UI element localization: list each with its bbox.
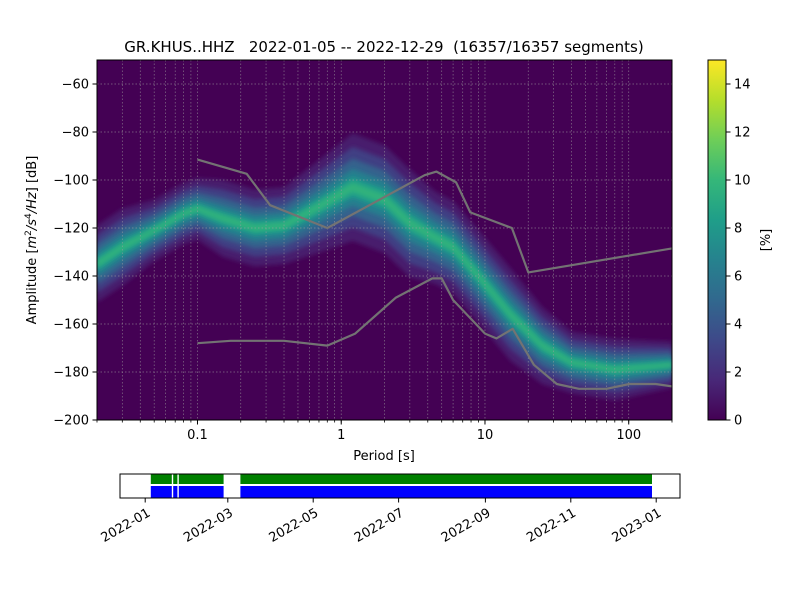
noise-model-low-curve <box>197 277 672 390</box>
timeline-tick-label: 2022-01 <box>99 506 154 546</box>
noise-model-high-curve <box>197 158 672 274</box>
used-segment <box>173 474 178 484</box>
used-segment <box>178 474 224 484</box>
y-tick-label: −140 <box>53 270 89 285</box>
colorbar-tick-label: 8 <box>734 222 742 237</box>
colorbar-gradient <box>707 59 727 421</box>
colorbar-tick-label: 2 <box>734 366 742 381</box>
y-tick-label: −160 <box>53 318 89 333</box>
colorbar-tick-label: 14 <box>734 78 751 93</box>
y-tick-label: −200 <box>53 414 89 429</box>
colorbar-tick-label: 10 <box>734 174 751 189</box>
colorbar-tick-label: 6 <box>734 270 742 285</box>
psd-heatmap: 0.1 1 10 100 −60 −80 −100 −120 −140 −160 −180 −200 <box>53 59 673 443</box>
x-tick-label: 10 <box>477 428 494 443</box>
x-tick-label: 1 <box>337 428 345 443</box>
chart-title: GR.KHUS..HHZ 2022-01-05 -- 2022-12-29 (1… <box>124 38 643 56</box>
timeline-tick-label: 2022-09 <box>439 506 494 546</box>
timeline-tick-label: 2022-03 <box>181 506 236 546</box>
coverage-segment <box>173 486 178 498</box>
y-tick-label: −120 <box>53 222 89 237</box>
y-tick-label: −100 <box>53 174 89 189</box>
y-axis-label: Amplitude [m2/s4/Hz] [dB] <box>24 156 40 325</box>
x-tick-label: 100 <box>616 428 641 443</box>
y-tick-label: −80 <box>62 126 89 141</box>
timeline-frame <box>119 473 681 499</box>
colorbar-tick-label: 12 <box>734 126 751 141</box>
timeline-tick-label: 2022-07 <box>352 506 407 546</box>
x-axis-label: Period [s] <box>353 449 415 464</box>
colorbar-tick-label: 4 <box>734 318 742 333</box>
coverage-segment <box>178 486 224 498</box>
x-tick-label: 0.1 <box>187 428 208 443</box>
used-segment <box>150 474 172 484</box>
colorbar-tick-label: 0 <box>734 414 742 429</box>
y-tick-label: −60 <box>62 78 89 93</box>
coverage-segment <box>150 486 172 498</box>
data-coverage-timeline: 2022-01 2022-03 2022-05 2022-07 2022-09 2022-… <box>99 473 681 546</box>
y-tick-label: −180 <box>53 366 89 381</box>
used-segment <box>240 474 652 484</box>
timeline-tick-label: 2022-11 <box>524 506 579 546</box>
timeline-tick-label: 2023-01 <box>610 506 665 546</box>
colorbar: 0 2 4 6 8 10 12 14 [%] <box>707 59 774 429</box>
timeline-tick-label: 2022-05 <box>267 506 322 546</box>
colorbar-label: [%] <box>759 229 774 252</box>
coverage-segment <box>240 486 652 498</box>
